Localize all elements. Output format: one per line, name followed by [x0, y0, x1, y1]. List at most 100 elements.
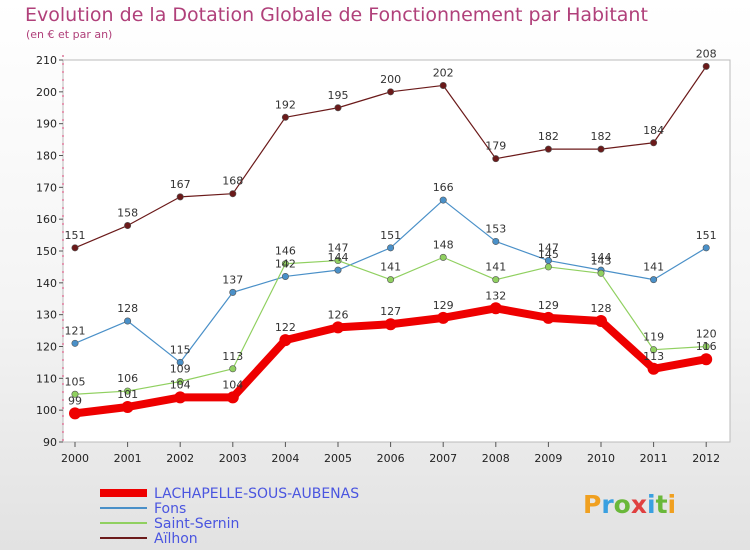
data-label: 167	[170, 178, 191, 191]
data-label: 129	[538, 299, 559, 312]
data-label: 119	[643, 331, 664, 344]
data-label: 129	[433, 299, 454, 312]
data-point	[71, 244, 79, 252]
data-label: 99	[68, 394, 82, 407]
data-label: 137	[222, 273, 243, 286]
y-tick-label: 130	[36, 309, 57, 322]
logo-letter: x	[630, 490, 647, 519]
data-point	[124, 222, 132, 230]
x-tick-label: 2000	[61, 452, 89, 465]
data-label: 151	[380, 229, 401, 242]
data-point	[650, 346, 658, 354]
x-tick-label: 2010	[587, 452, 615, 465]
x-tick-label: 2007	[429, 452, 457, 465]
data-label: 144	[328, 251, 349, 264]
x-tick-label: 2005	[324, 452, 352, 465]
y-tick-label: 120	[36, 341, 57, 354]
data-point	[281, 113, 289, 121]
data-label: 151	[696, 229, 717, 242]
data-label: 147	[538, 242, 559, 255]
data-point	[439, 81, 447, 89]
x-tick-label: 2003	[219, 452, 247, 465]
data-point	[597, 145, 605, 153]
data-label: 166	[433, 181, 454, 194]
data-label: 143	[591, 254, 612, 267]
logo-letter: i	[667, 490, 677, 519]
data-point	[650, 276, 658, 284]
y-tick-label: 100	[36, 404, 57, 417]
data-label: 153	[485, 222, 506, 235]
data-point	[700, 353, 713, 366]
data-point	[124, 317, 132, 325]
plot-area	[62, 59, 731, 443]
data-label: 128	[591, 302, 612, 315]
data-point	[121, 400, 134, 413]
data-label: 179	[485, 140, 506, 153]
logo-letter: o	[613, 490, 631, 519]
data-point	[492, 276, 500, 284]
data-label: 148	[433, 238, 454, 251]
data-point	[279, 334, 292, 347]
data-point	[544, 263, 552, 271]
data-point	[647, 362, 660, 375]
data-label: 104	[222, 378, 243, 391]
data-label: 182	[538, 130, 559, 143]
y-tick-label: 200	[36, 86, 57, 99]
data-label: 122	[275, 321, 296, 334]
data-label: 151	[65, 229, 86, 242]
data-label: 192	[275, 98, 296, 111]
chart-subtitle: (en € et par an)	[26, 28, 113, 41]
y-tick-label: 90	[43, 436, 57, 449]
data-label: 145	[538, 248, 559, 261]
data-label: 116	[696, 340, 717, 353]
data-label: 168	[222, 175, 243, 188]
x-tick-label: 2011	[640, 452, 668, 465]
logo-letter: t	[655, 490, 668, 519]
data-point	[439, 196, 447, 204]
legend-label: Aïlhon	[154, 531, 198, 547]
data-label: 101	[117, 388, 138, 401]
data-point	[542, 311, 555, 324]
data-label: 195	[328, 89, 349, 102]
data-point	[174, 391, 187, 404]
data-point	[492, 155, 500, 163]
data-point	[281, 272, 289, 280]
data-point	[437, 311, 450, 324]
data-label: 184	[643, 124, 664, 137]
data-point	[492, 237, 500, 245]
x-tick-label: 2004	[271, 452, 299, 465]
y-tick-label: 180	[36, 150, 57, 163]
x-tick-label: 2012	[692, 452, 720, 465]
data-point	[229, 190, 237, 198]
data-point	[334, 266, 342, 274]
data-point	[176, 378, 184, 386]
data-point	[387, 276, 395, 284]
data-point	[387, 244, 395, 252]
data-label: 128	[117, 302, 138, 315]
logo-letter: i	[647, 490, 656, 519]
data-point	[439, 253, 447, 261]
data-label: 104	[170, 378, 191, 391]
data-point	[650, 139, 658, 147]
data-point	[334, 257, 342, 265]
data-point	[69, 407, 81, 420]
y-tick-label: 140	[36, 277, 57, 290]
logo-letter: r	[601, 490, 614, 519]
data-label: 126	[328, 308, 349, 321]
x-tick-label: 2001	[114, 452, 142, 465]
data-point	[229, 288, 237, 296]
data-label: 202	[433, 66, 454, 79]
data-point	[597, 269, 605, 277]
data-label: 109	[170, 363, 191, 376]
data-label: 120	[696, 328, 717, 341]
data-label: 141	[380, 261, 401, 274]
x-tick-label: 2008	[482, 452, 510, 465]
x-tick-label: 2002	[166, 452, 194, 465]
legend-label: LACHAPELLE-SOUS-AUBENAS	[154, 486, 359, 502]
data-label: 127	[380, 305, 401, 318]
data-point	[702, 342, 710, 350]
data-point	[176, 193, 184, 201]
data-point	[176, 358, 184, 366]
x-tick-label: 2006	[377, 452, 405, 465]
data-label: 146	[275, 245, 296, 258]
